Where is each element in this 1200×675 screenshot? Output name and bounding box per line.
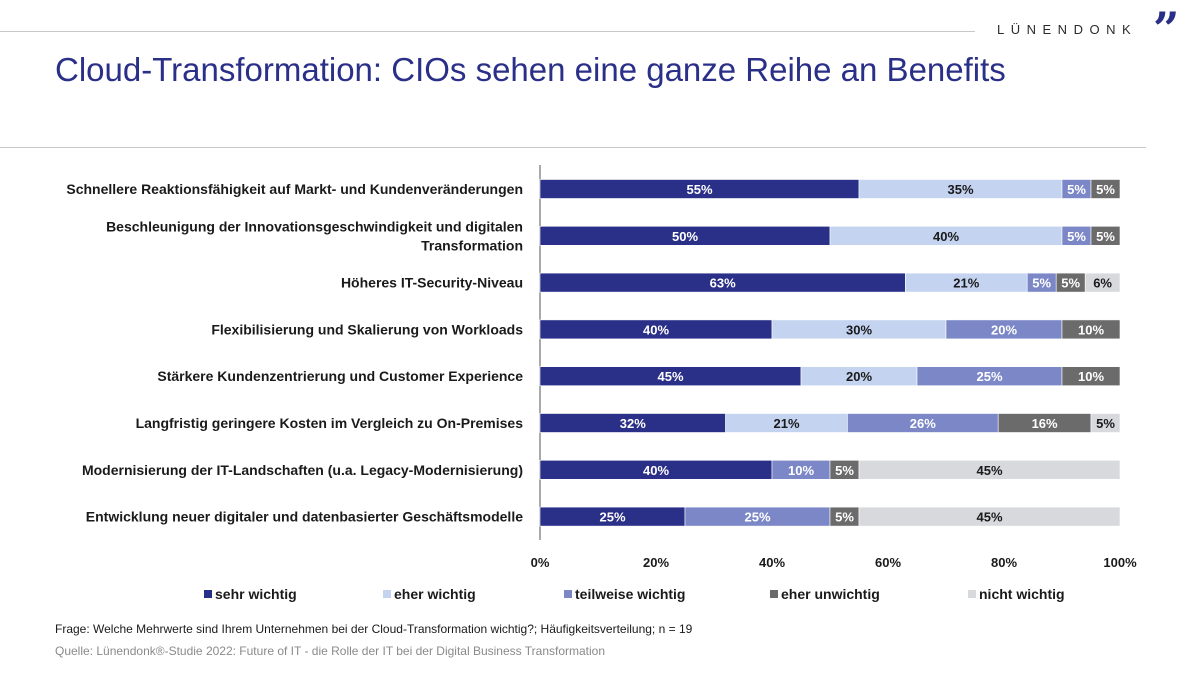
- bar-value-label: 63%: [710, 276, 736, 291]
- bar-segment: [858, 459, 1121, 480]
- bar-segment: [1090, 413, 1121, 433]
- category-label: Transformation: [421, 237, 523, 253]
- x-tick-label: 0%: [531, 555, 550, 570]
- header-rule: [0, 31, 975, 32]
- brand-quote-mark-icon: ”: [1153, 2, 1180, 56]
- legend-swatch: [383, 590, 391, 598]
- bar-value-label: 30%: [846, 322, 872, 337]
- page-title: Cloud-Transformation: CIOs sehen eine ga…: [55, 51, 1006, 88]
- legend-swatch: [968, 590, 976, 598]
- bar-value-label: 21%: [773, 416, 799, 431]
- bar-value-label: 5%: [1096, 416, 1115, 431]
- bar-value-label: 45%: [657, 369, 683, 384]
- legend-label: eher unwichtig: [781, 586, 880, 602]
- bar-value-label: 21%: [953, 276, 979, 291]
- bar-value-label: 5%: [1067, 229, 1086, 244]
- bar-value-label: 10%: [1078, 369, 1104, 384]
- bar-value-label: 5%: [835, 463, 854, 478]
- category-label: Schnellere Reaktionsfähigkeit auf Markt-…: [66, 181, 523, 197]
- bar-value-label: 25%: [744, 510, 770, 525]
- bar-segment: [1090, 179, 1121, 199]
- bar-value-label: 45%: [976, 463, 1002, 478]
- bar-value-label: 40%: [933, 229, 959, 244]
- bar-value-label: 20%: [991, 322, 1017, 337]
- bar-value-label: 35%: [947, 182, 973, 197]
- legend-swatch: [204, 590, 212, 598]
- title-divider: [0, 147, 1146, 148]
- bar-value-label: 32%: [620, 416, 646, 431]
- bar-value-label: 5%: [1032, 276, 1051, 291]
- bar-value-label: 40%: [643, 463, 669, 478]
- bar-value-label: 25%: [599, 510, 625, 525]
- bar-segment: [1061, 319, 1121, 340]
- category-label: Entwicklung neuer digitaler und datenbas…: [86, 509, 523, 525]
- bar-value-label: 25%: [976, 369, 1002, 384]
- bar-value-label: 5%: [1096, 182, 1115, 197]
- bar-value-label: 50%: [672, 229, 698, 244]
- source-note: Quelle: Lünendonk®-Studie 2022: Future o…: [55, 644, 606, 658]
- category-label: Langfristig geringere Kosten im Vergleic…: [136, 415, 524, 431]
- category-label: Stärkere Kundenzentrierung und Customer …: [157, 368, 523, 384]
- bar-value-label: 26%: [910, 416, 936, 431]
- bar-value-label: 6%: [1093, 276, 1112, 291]
- x-tick-label: 100%: [1103, 555, 1137, 570]
- bar-value-label: 40%: [643, 322, 669, 337]
- category-label: Höheres IT-Security-Niveau: [341, 275, 523, 291]
- x-tick-label: 20%: [643, 555, 669, 570]
- legend-swatch: [770, 590, 778, 598]
- bar-segment: [858, 506, 1121, 527]
- legend-swatch: [564, 590, 572, 598]
- category-label: Flexibilisierung und Skalierung von Work…: [211, 321, 523, 337]
- bar-value-label: 20%: [846, 369, 872, 384]
- legend-label: nicht wichtig: [979, 586, 1065, 602]
- stacked-bar-chart: Schnellere Reaktionsfähigkeit auf Markt-…: [66, 165, 1137, 602]
- legend-label: teilweise wichtig: [575, 586, 685, 602]
- bar-value-label: 5%: [1067, 182, 1086, 197]
- bar-segment: [1090, 226, 1121, 246]
- bar-value-label: 10%: [788, 463, 814, 478]
- legend-label: sehr wichtig: [215, 586, 297, 602]
- bar-value-label: 5%: [1061, 276, 1080, 291]
- category-label: Modernisierung der IT-Landschaften (u.a.…: [82, 462, 523, 478]
- bar-value-label: 16%: [1032, 416, 1058, 431]
- bar-value-label: 5%: [1096, 229, 1115, 244]
- bar-value-label: 10%: [1078, 322, 1104, 337]
- bar-value-label: 55%: [686, 182, 712, 197]
- brand-logo: LÜNENDONK: [997, 22, 1138, 37]
- question-footnote: Frage: Welche Mehrwerte sind Ihrem Unter…: [55, 622, 693, 636]
- legend-label: eher wichtig: [394, 586, 476, 602]
- bar-value-label: 45%: [976, 510, 1002, 525]
- bar-value-label: 5%: [835, 510, 854, 525]
- x-tick-label: 40%: [759, 555, 785, 570]
- x-tick-label: 60%: [875, 555, 901, 570]
- category-label: Beschleunigung der Innovationsgeschwindi…: [106, 218, 523, 234]
- bar-segment: [1061, 366, 1121, 386]
- bar-segment: [1084, 272, 1121, 293]
- x-tick-label: 80%: [991, 555, 1017, 570]
